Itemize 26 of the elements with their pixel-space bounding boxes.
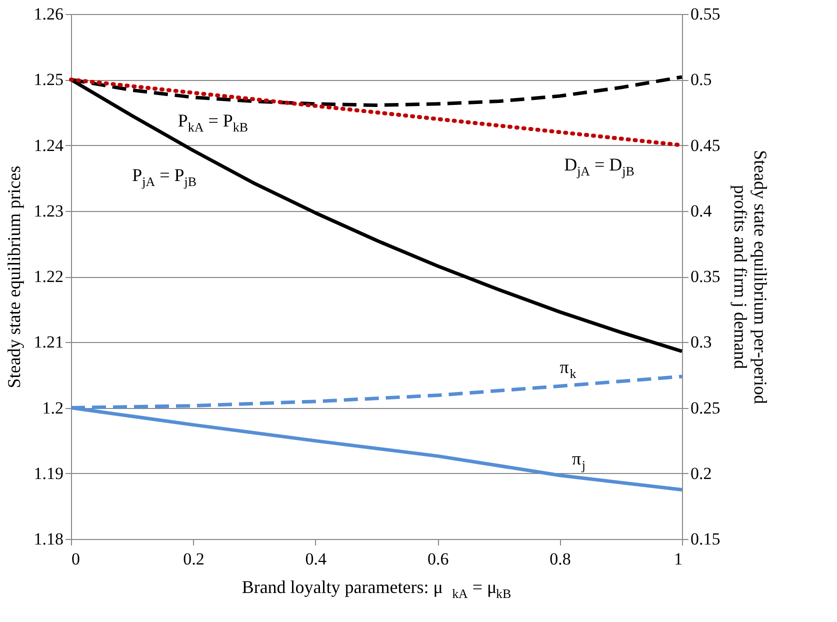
- y-tick-label: 1.25: [34, 70, 64, 90]
- y2-tick-label: 0.35: [690, 267, 720, 286]
- x-tick-label: 0.4: [305, 550, 328, 568]
- y-tick-label: 1.21: [34, 332, 64, 352]
- y-tick-label: 1.26: [34, 4, 64, 24]
- y-tick-label: 1.22: [34, 267, 64, 286]
- y-tick-label: 1.18: [34, 530, 64, 548]
- x-tick-label: 0.2: [183, 550, 204, 568]
- x-tick-label: 0.8: [550, 550, 571, 568]
- y-tick-label: 1.23: [34, 201, 64, 220]
- y2-tick-label: 0.55: [690, 4, 720, 24]
- y-tick-label: 1.19: [34, 464, 64, 483]
- x-tick-label: 1: [674, 550, 682, 568]
- y2-tick-label: 0.5: [690, 70, 712, 90]
- y2-tick-label: 0.25: [690, 398, 720, 418]
- x-tick-label: 0: [72, 550, 80, 568]
- x-tick-label: 0.6: [427, 550, 449, 568]
- y2-tick-label: 0.2: [690, 464, 712, 483]
- y-axis-title: Steady state equilibrium prices: [4, 166, 24, 388]
- y2-tick-label: 0.45: [690, 136, 720, 155]
- y-tick-label: 1.24: [34, 136, 64, 155]
- y2-axis-title: Steady state equilibrium per-period profits and firm j demand: [730, 150, 770, 404]
- y2-tick-label: 0.15: [690, 530, 720, 548]
- y2-tick-label: 0.3: [690, 332, 712, 352]
- y2-tick-label: 0.4: [690, 201, 712, 220]
- y-tick-label: 1.2: [42, 398, 64, 418]
